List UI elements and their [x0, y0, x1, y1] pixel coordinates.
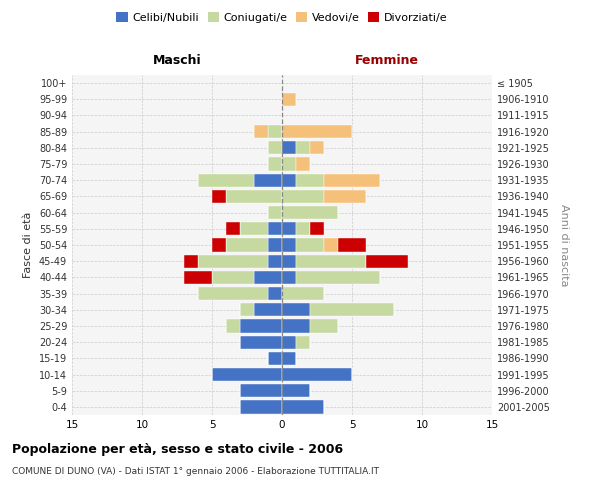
- Bar: [296, 141, 310, 154]
- Bar: [212, 238, 226, 252]
- Bar: [282, 92, 296, 106]
- Bar: [226, 222, 240, 235]
- Bar: [254, 174, 282, 187]
- Bar: [240, 222, 268, 235]
- Bar: [282, 206, 338, 220]
- Bar: [324, 238, 338, 252]
- Bar: [282, 384, 310, 398]
- Bar: [282, 141, 296, 154]
- Bar: [226, 320, 240, 332]
- Bar: [324, 190, 366, 203]
- Bar: [310, 141, 324, 154]
- Bar: [268, 222, 282, 235]
- Bar: [282, 368, 352, 381]
- Bar: [240, 320, 282, 332]
- Bar: [268, 206, 282, 220]
- Bar: [268, 158, 282, 170]
- Bar: [282, 400, 324, 413]
- Bar: [268, 352, 282, 365]
- Bar: [282, 287, 324, 300]
- Bar: [366, 254, 408, 268]
- Bar: [282, 125, 352, 138]
- Bar: [268, 238, 282, 252]
- Bar: [268, 141, 282, 154]
- Bar: [310, 320, 338, 332]
- Y-axis label: Fasce di età: Fasce di età: [23, 212, 33, 278]
- Bar: [254, 270, 282, 284]
- Bar: [296, 174, 324, 187]
- Bar: [282, 254, 296, 268]
- Bar: [296, 270, 380, 284]
- Bar: [240, 303, 254, 316]
- Text: Femmine: Femmine: [355, 54, 419, 68]
- Bar: [268, 287, 282, 300]
- Bar: [296, 158, 310, 170]
- Bar: [268, 125, 282, 138]
- Bar: [338, 238, 366, 252]
- Bar: [184, 254, 198, 268]
- Bar: [282, 303, 310, 316]
- Legend: Celibi/Nubili, Coniugati/e, Vedovi/e, Divorziati/e: Celibi/Nubili, Coniugati/e, Vedovi/e, Di…: [112, 8, 452, 28]
- Bar: [184, 270, 212, 284]
- Bar: [282, 238, 296, 252]
- Bar: [282, 158, 296, 170]
- Y-axis label: Anni di nascita: Anni di nascita: [559, 204, 569, 286]
- Bar: [282, 352, 296, 365]
- Bar: [296, 222, 310, 235]
- Bar: [212, 270, 254, 284]
- Bar: [226, 238, 268, 252]
- Bar: [212, 190, 226, 203]
- Bar: [310, 222, 324, 235]
- Text: COMUNE DI DUNO (VA) - Dati ISTAT 1° gennaio 2006 - Elaborazione TUTTITALIA.IT: COMUNE DI DUNO (VA) - Dati ISTAT 1° genn…: [12, 468, 379, 476]
- Bar: [254, 125, 268, 138]
- Bar: [282, 270, 296, 284]
- Bar: [240, 336, 282, 349]
- Bar: [296, 238, 324, 252]
- Bar: [324, 174, 380, 187]
- Bar: [282, 222, 296, 235]
- Bar: [240, 400, 282, 413]
- Text: Popolazione per età, sesso e stato civile - 2006: Popolazione per età, sesso e stato civil…: [12, 442, 343, 456]
- Bar: [240, 384, 282, 398]
- Bar: [226, 190, 282, 203]
- Bar: [254, 303, 282, 316]
- Bar: [198, 287, 268, 300]
- Bar: [282, 320, 310, 332]
- Bar: [296, 336, 310, 349]
- Bar: [198, 254, 268, 268]
- Bar: [296, 254, 366, 268]
- Bar: [198, 174, 254, 187]
- Text: Maschi: Maschi: [152, 54, 202, 68]
- Bar: [282, 190, 324, 203]
- Bar: [310, 303, 394, 316]
- Bar: [282, 174, 296, 187]
- Bar: [268, 254, 282, 268]
- Bar: [282, 336, 296, 349]
- Bar: [212, 368, 282, 381]
